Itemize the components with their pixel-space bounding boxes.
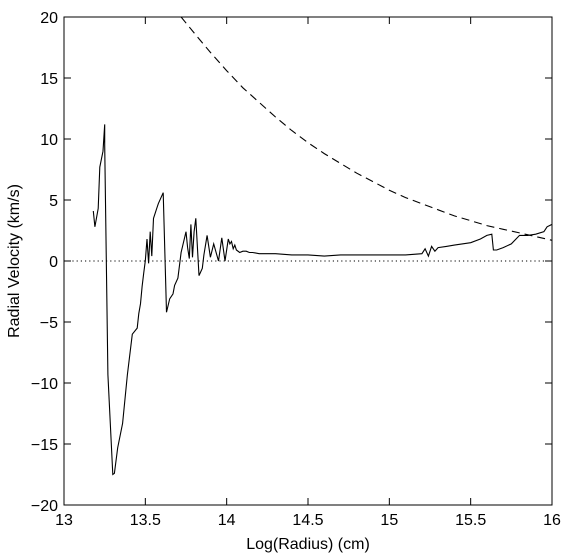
x-tick-label: 13.5 <box>130 512 161 529</box>
y-tick-label: 0 <box>49 254 58 271</box>
x-tick-label: 14.5 <box>292 512 323 529</box>
series-line-solid <box>92 124 552 476</box>
x-tick-label: 16 <box>543 512 561 529</box>
x-tick-label: 15.5 <box>455 512 486 529</box>
y-tick-label: 10 <box>40 132 58 149</box>
x-tick-label: 14 <box>218 512 236 529</box>
y-tick-label: −15 <box>31 437 58 454</box>
y-tick-label: −20 <box>31 498 58 515</box>
y-tick-label: 5 <box>49 193 58 210</box>
y-tick-label: −5 <box>40 315 58 332</box>
data-layer <box>64 17 552 476</box>
x-axis-label: Log(Radius) (cm) <box>246 536 370 553</box>
series-line-dashed <box>180 17 552 241</box>
y-tick-label: 15 <box>40 71 58 88</box>
x-tick-label: 15 <box>380 512 398 529</box>
tick-layer: 13 13.5 14 14.5 15 15.5 16 −20 −15 −10 −5 0 5 10 15 20 <box>31 10 561 529</box>
y-tick-label: −10 <box>31 376 58 393</box>
y-axis-label: Radial Velocity (km/s) <box>6 184 23 338</box>
y-tick-label: 20 <box>40 10 58 27</box>
x-tick-label: 13 <box>55 512 73 529</box>
